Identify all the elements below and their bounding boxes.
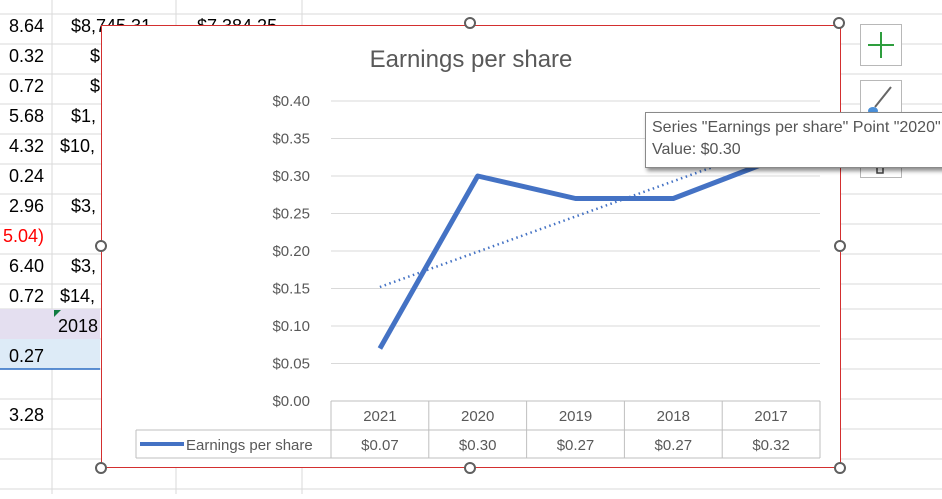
tooltip-value: Value: $0.30 — [652, 139, 942, 161]
legend-series-name: Earnings per share — [186, 437, 313, 454]
plus-icon — [861, 25, 901, 65]
x-category-label: 2020 — [461, 408, 494, 425]
cell-column-b[interactable]: $1, — [71, 106, 96, 126]
y-tick-label: $0.30 — [272, 168, 310, 185]
data-point[interactable] — [375, 344, 385, 354]
data-table-value: $0.27 — [655, 437, 693, 454]
data-point[interactable] — [473, 171, 483, 181]
y-tick-label: $0.10 — [272, 318, 310, 335]
data-table-value: $0.30 — [459, 437, 497, 454]
resize-handle-left[interactable] — [95, 240, 107, 252]
cell-column-a[interactable]: 5.68 — [9, 106, 44, 126]
resize-handle-top-right[interactable] — [833, 17, 845, 29]
cell-column-b[interactable]: $ — [90, 46, 100, 66]
series-line-earnings-per-share[interactable] — [380, 161, 771, 349]
cell-column-b[interactable]: $10, — [60, 136, 95, 156]
data-point[interactable] — [571, 194, 581, 204]
cell-column-a[interactable]: 0.27 — [9, 346, 44, 366]
resize-handle-bottom[interactable] — [464, 462, 476, 474]
cell-column-a[interactable]: 0.72 — [9, 76, 44, 96]
x-category-label: 2019 — [559, 408, 592, 425]
cell-column-a[interactable]: 5.04) — [3, 226, 44, 246]
y-tick-label: $0.35 — [272, 131, 310, 148]
data-table-value: $0.32 — [752, 437, 790, 454]
cell-column-a[interactable]: 8.64 — [9, 16, 44, 36]
y-tick-label: $0.00 — [272, 393, 310, 410]
y-tick-label: $0.40 — [272, 93, 310, 110]
x-category-label: 2017 — [754, 408, 787, 425]
cell-column-a[interactable]: 0.32 — [9, 46, 44, 66]
x-category-label: 2021 — [363, 408, 396, 425]
tooltip-series-point: Series "Earnings per share" Point "2020" — [652, 117, 942, 139]
cell-column-b[interactable]: $ — [90, 76, 100, 96]
chart-elements-button[interactable] — [860, 24, 902, 66]
cell-column-b[interactable]: 2018 — [58, 316, 98, 336]
y-tick-label: $0.20 — [272, 243, 310, 260]
cell-column-a[interactable]: 0.72 — [9, 286, 44, 306]
cell-column-b[interactable]: $14, — [60, 286, 95, 306]
data-table-value: $0.27 — [557, 437, 595, 454]
chart-area[interactable]: Earnings per share $0.00 $0.05 $0.10 $0.15 $0… — [101, 25, 841, 468]
cell-column-b[interactable]: $3, — [71, 196, 96, 216]
data-point-tooltip: Series "Earnings per share" Point "2020"… — [645, 112, 942, 168]
y-tick-label: $0.25 — [272, 206, 310, 223]
cell-column-a[interactable]: 6.40 — [9, 256, 44, 276]
data-point[interactable] — [668, 194, 678, 204]
x-category-label: 2018 — [657, 408, 690, 425]
resize-handle-bottom-left[interactable] — [95, 462, 107, 474]
y-tick-label: $0.05 — [272, 356, 310, 373]
cell-column-a[interactable]: 3.28 — [9, 405, 44, 425]
cell-column-a[interactable]: 0.24 — [9, 166, 44, 186]
resize-handle-bottom-right[interactable] — [834, 462, 846, 474]
resize-handle-top[interactable] — [464, 17, 476, 29]
cell-column-a[interactable]: 2.96 — [9, 196, 44, 216]
cell-column-a[interactable]: 4.32 — [9, 136, 44, 156]
chart-title: Earnings per share — [370, 46, 573, 73]
line-chart[interactable]: Earnings per share $0.00 $0.05 $0.10 $0.15 $0… — [102, 26, 842, 469]
y-tick-label: $0.15 — [272, 281, 310, 298]
cell-column-b[interactable]: $3, — [71, 256, 96, 276]
data-table-value: $0.07 — [361, 437, 399, 454]
resize-handle-right[interactable] — [834, 240, 846, 252]
